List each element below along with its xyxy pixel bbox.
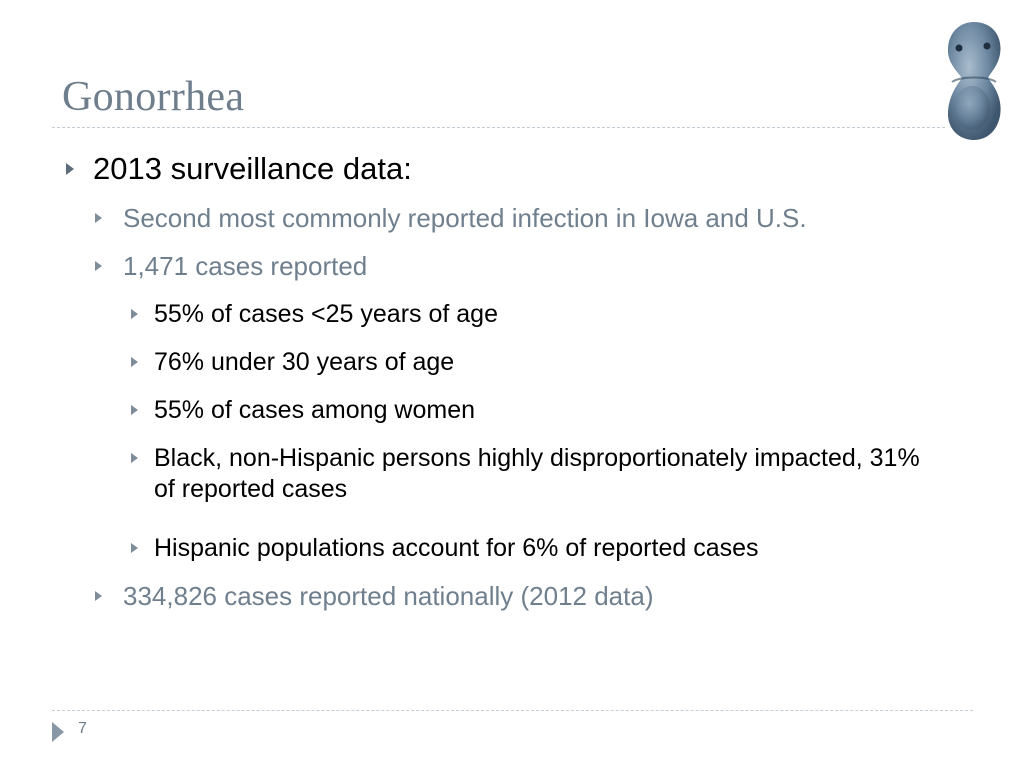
gonococcus-bacteria-icon [947,22,1001,140]
bullet-item: 76% under 30 years of age [131,347,931,378]
bullet-item: 2013 surveillance data: [66,151,966,187]
bullet-arrow-icon [95,213,102,223]
bullet-text: Hispanic populations account for 6% of r… [154,534,759,562]
footer-arrow-icon [52,722,64,742]
bullet-text: Black, non-Hispanic persons highly dispr… [154,444,920,503]
bullet-item: 55% of cases <25 years of age [131,299,931,330]
bullet-text: 1,471 cases reported [123,251,368,281]
bullet-item: Hispanic populations account for 6% of r… [131,533,931,564]
bullet-text: 2013 surveillance data: [93,151,412,186]
slide-title: Gonorrhea [62,74,245,120]
bullet-text: 55% of cases <25 years of age [154,300,498,328]
bullet-text: 76% under 30 years of age [154,348,455,376]
page-number: 7 [78,720,87,737]
bullet-arrow-icon [66,163,74,175]
bullet-arrow-icon [131,543,138,553]
bullet-item: Black, non-Hispanic persons highly dispr… [131,443,931,505]
title-divider [52,127,945,128]
bullet-text: 55% of cases among women [154,396,476,424]
bullet-arrow-icon [131,309,138,319]
bullet-text: Second most commonly reported infection … [123,203,807,233]
bullet-item: Second most commonly reported infection … [95,203,975,234]
bullet-item: 1,471 cases reported [95,251,975,282]
bullet-item: 55% of cases among women [131,395,931,426]
bullet-text: 334,826 cases reported nationally (2012 … [123,581,654,611]
bullet-arrow-icon [95,261,102,271]
bullet-arrow-icon [131,357,138,367]
bullet-arrow-icon [95,591,102,601]
footer-divider [52,710,973,711]
bullet-arrow-icon [131,453,138,463]
bullet-arrow-icon [131,405,138,415]
bullet-item: 334,826 cases reported nationally (2012 … [95,581,975,612]
